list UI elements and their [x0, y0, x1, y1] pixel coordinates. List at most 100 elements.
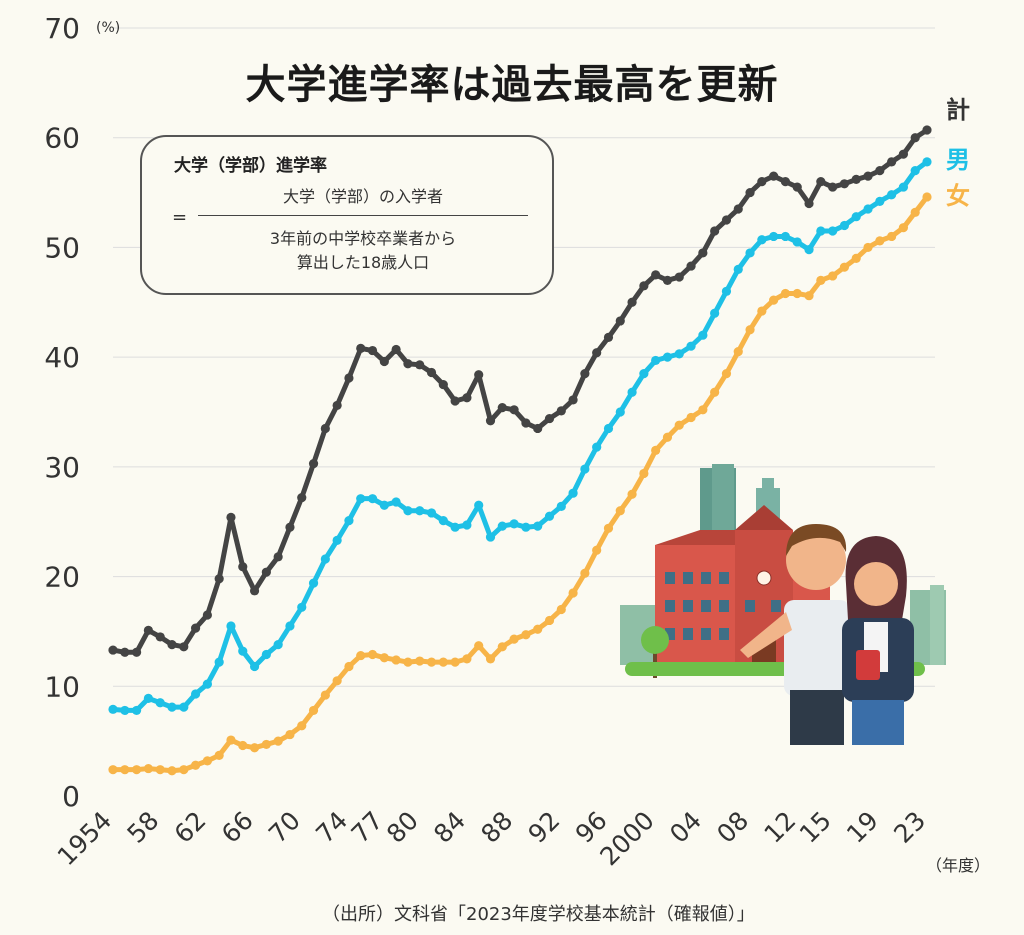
data-point: [780, 288, 791, 299]
data-point: [592, 442, 602, 452]
data-point: [214, 657, 224, 667]
data-point: [167, 639, 177, 650]
data-point: [273, 639, 283, 650]
data-point: [733, 264, 743, 274]
data-point: [603, 523, 614, 533]
series-line-male: [110, 159, 930, 713]
data-point: [391, 497, 401, 507]
data-point: [297, 492, 307, 503]
data-point: [863, 171, 873, 181]
data-point: [497, 403, 507, 413]
data-point: [568, 488, 578, 498]
data-point: [391, 344, 401, 355]
formula-denominator: 3年前の中学校卒業者から 算出した18歳人口: [198, 227, 528, 275]
data-point: [474, 500, 484, 510]
data-point: [851, 253, 861, 263]
data-point: [202, 756, 212, 766]
data-point: [485, 416, 496, 426]
y-axis-unit: (%): [96, 20, 121, 36]
data-point: [627, 387, 637, 397]
data-point: [344, 516, 354, 526]
data-point: [839, 220, 850, 231]
data-point: [733, 347, 743, 357]
data-point: [839, 262, 850, 272]
data-point: [898, 223, 909, 233]
x-tick-label: 04: [664, 806, 707, 849]
data-point: [179, 765, 189, 775]
data-point: [875, 196, 885, 206]
data-point: [485, 654, 496, 664]
data-point: [474, 370, 484, 380]
data-point: [721, 215, 732, 225]
data-point: [426, 508, 437, 518]
formula-equals: =: [172, 207, 188, 228]
data-point: [320, 554, 330, 564]
data-point: [249, 661, 260, 672]
data-point: [556, 501, 566, 511]
y-tick-label: 20: [44, 561, 80, 594]
data-point: [261, 649, 271, 660]
x-tick-label: 88: [475, 806, 518, 849]
y-tick-label: 0: [62, 780, 80, 813]
y-tick-labels: 0 10 20 30 40 50 60 70: [44, 12, 80, 813]
data-point: [639, 369, 649, 379]
data-point: [332, 676, 342, 686]
data-point: [533, 624, 543, 634]
data-point: [391, 655, 401, 665]
data-point: [226, 735, 236, 745]
data-point: [379, 356, 389, 367]
data-point: [179, 702, 189, 712]
data-point: [320, 423, 330, 434]
data-point: [733, 204, 743, 214]
data-point: [662, 275, 673, 285]
data-point: [497, 642, 507, 652]
data-point: [910, 133, 920, 143]
x-tick-label: 15: [794, 806, 837, 849]
data-point: [379, 500, 389, 510]
legend-female: 女: [946, 182, 970, 210]
data-point: [190, 760, 201, 770]
data-point: [792, 237, 802, 247]
data-point: [214, 750, 224, 761]
data-point: [615, 506, 625, 516]
data-point: [238, 646, 248, 656]
data-point: [167, 702, 177, 712]
data-point: [568, 395, 578, 405]
data-point: [332, 535, 342, 545]
data-point: [509, 405, 519, 415]
data-point: [285, 621, 295, 631]
data-point: [308, 705, 319, 716]
data-point: [792, 182, 802, 192]
data-point: [592, 348, 602, 358]
x-tick-label: 92: [523, 806, 566, 849]
x-tick-label: 80: [381, 806, 424, 849]
chart-title: 大学進学率は過去最高を更新: [245, 62, 779, 108]
data-point: [580, 568, 590, 578]
data-point: [568, 588, 578, 598]
data-point: [721, 369, 732, 379]
data-point: [155, 632, 165, 642]
data-point: [426, 367, 437, 378]
data-point: [662, 352, 673, 362]
data-point: [544, 413, 555, 424]
series-lines: [108, 125, 932, 776]
data-point: [533, 423, 543, 434]
data-point: [143, 763, 153, 774]
formula-box: 大学（学部）進学率 = 大学（学部）の入学者 3年前の中学校卒業者から 算出した…: [140, 135, 554, 295]
data-point: [851, 212, 861, 222]
data-point: [922, 192, 932, 202]
data-point: [261, 567, 271, 577]
data-point: [249, 586, 260, 596]
data-point: [214, 574, 224, 584]
data-point: [556, 406, 566, 416]
data-point: [155, 765, 165, 775]
data-point: [615, 316, 625, 326]
data-point: [898, 182, 909, 192]
data-point: [686, 261, 696, 271]
data-point: [828, 226, 838, 236]
data-point: [875, 166, 885, 176]
data-point: [686, 412, 696, 423]
data-point: [297, 721, 307, 731]
data-point: [509, 634, 519, 644]
data-point: [875, 236, 885, 246]
